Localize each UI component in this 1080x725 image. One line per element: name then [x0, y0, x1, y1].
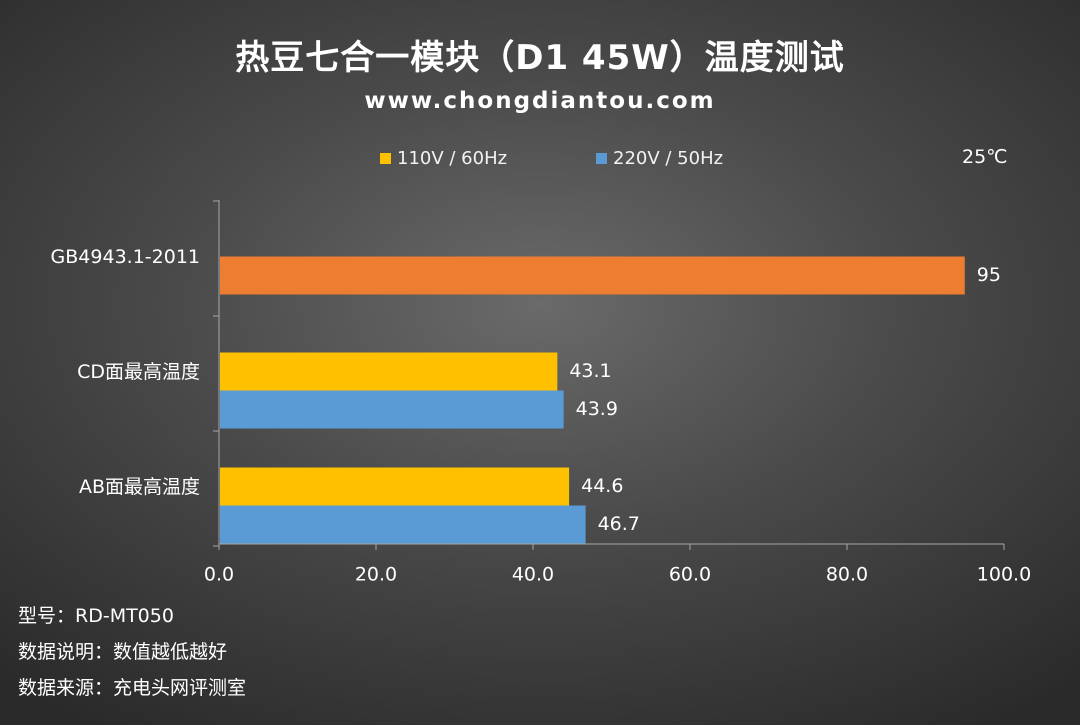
x-tick-label: 60.0 [669, 564, 711, 586]
data-label-series_220v: 46.7 [598, 513, 640, 535]
data-label-series_110v: 44.6 [581, 475, 623, 497]
legend-label-110v: 110V / 60Hz [397, 148, 508, 169]
note-model: 型号：RD-MT050 [18, 605, 174, 627]
data-label-series_110v: 43.1 [569, 360, 611, 382]
note-data-description: 数据说明：数值越低越好 [18, 641, 228, 663]
category-label: AB面最高温度 [79, 476, 200, 498]
x-tick-label: 0.0 [204, 564, 234, 586]
legend-item-110v: 110V / 60Hz [380, 148, 507, 169]
ambient-temperature: 25℃ [962, 146, 1008, 168]
chart-title: 热豆七合一模块（D1 45W）温度测试 [235, 38, 845, 78]
category-label: CD面最高温度 [77, 361, 200, 383]
notes-block: 型号：RD-MT050 数据说明：数值越低越好 数据来源：充电头网评测室 [18, 598, 246, 706]
bar-series_220v [220, 505, 586, 544]
x-tick-label: 80.0 [826, 564, 868, 586]
legend-label-220v: 220V / 50Hz [613, 148, 724, 169]
bar-series_110v [220, 352, 558, 391]
note-data-source: 数据来源：充电头网评测室 [18, 677, 247, 699]
x-tick-label: 40.0 [512, 564, 554, 586]
bar-standard [220, 256, 965, 295]
category-label: GB4943.1-2011 [51, 246, 200, 268]
legend-item-220v: 220V / 50Hz [596, 148, 723, 169]
x-tick-label: 20.0 [355, 564, 397, 586]
chart-subtitle: www.chongdiantou.com [364, 88, 716, 114]
legend-swatch-220v [596, 153, 607, 164]
legend-swatch-110v [380, 153, 391, 164]
data-label-series_220v: 43.9 [576, 398, 618, 420]
bar-series_110v [220, 467, 570, 506]
data-label-standard: 95 [977, 264, 1001, 286]
bar-series_220v [220, 390, 564, 429]
x-tick-label: 100.0 [977, 564, 1031, 586]
